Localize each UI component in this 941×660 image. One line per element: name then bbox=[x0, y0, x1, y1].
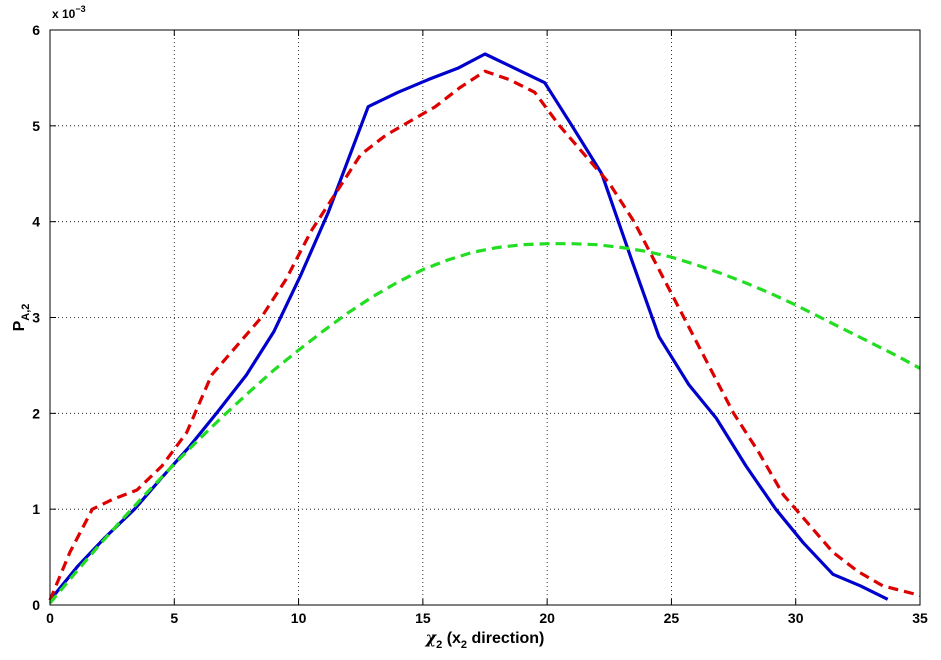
x-tick-label: 25 bbox=[664, 610, 680, 626]
series-line-2 bbox=[48, 69, 921, 601]
x-tick-label: 0 bbox=[46, 610, 54, 626]
series-group bbox=[48, 52, 921, 605]
x-tick-label: 5 bbox=[170, 610, 178, 626]
x-tick-label: 35 bbox=[912, 610, 928, 626]
y-tick-label: 6 bbox=[32, 22, 40, 38]
y-tick-label: 3 bbox=[32, 310, 40, 326]
x-tick-label: 20 bbox=[539, 610, 555, 626]
x-title-sub2: 2 bbox=[461, 639, 467, 651]
y-tick-label: 0 bbox=[32, 597, 40, 613]
x-title-tail: direction) bbox=[467, 630, 544, 647]
ticks bbox=[49, 29, 921, 606]
y-axis-exponent: x 10−3 bbox=[52, 4, 86, 21]
plot-frame bbox=[49, 29, 921, 606]
tick-labels: 0 5 10 15 20 25 30 35 0 1 2 3 4 5 6 bbox=[32, 22, 928, 626]
y-title-sub: A,2 bbox=[20, 304, 32, 321]
x-tick-label: 10 bbox=[291, 610, 307, 626]
series-line-1 bbox=[48, 52, 889, 602]
y-tick-label: 1 bbox=[32, 501, 40, 517]
x-title-sub: 2 bbox=[436, 639, 442, 651]
y-tick-label: 4 bbox=[32, 214, 40, 230]
y-tick-label: 2 bbox=[32, 405, 40, 421]
y-axis-title: PA,2 bbox=[11, 304, 32, 332]
x-axis-title: χ2 (x2 direction) bbox=[425, 628, 545, 651]
x-title-rest: (x bbox=[442, 630, 461, 647]
exponent-base: x 10 bbox=[52, 7, 76, 21]
y-tick-label: 5 bbox=[32, 118, 40, 134]
series-line-3 bbox=[48, 242, 921, 605]
x-title-symbol: χ bbox=[425, 628, 438, 647]
x-tick-label: 30 bbox=[788, 610, 804, 626]
x-tick-label: 15 bbox=[415, 610, 431, 626]
y-title-main: P bbox=[11, 320, 28, 331]
exponent-power: −3 bbox=[75, 4, 85, 14]
grid bbox=[50, 30, 920, 605]
